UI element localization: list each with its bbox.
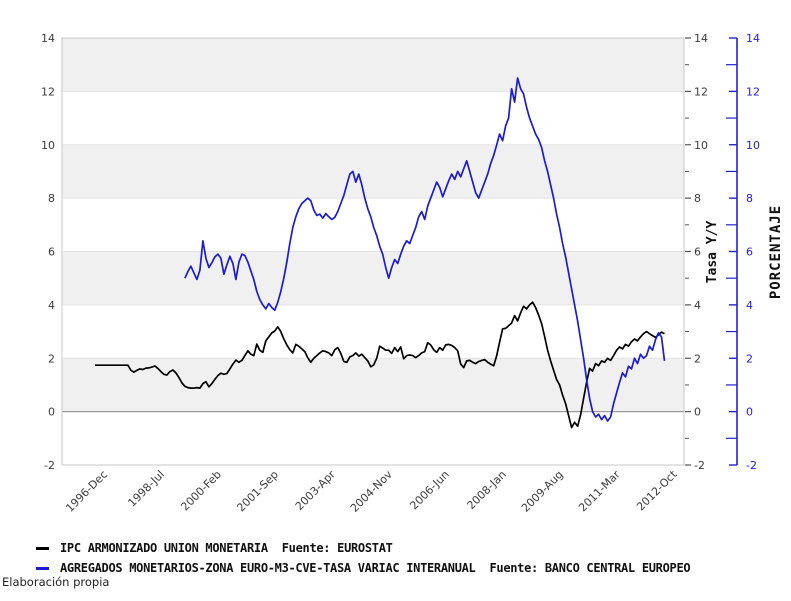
x-axis-tick-label: 2000-Feb <box>178 468 224 514</box>
legend-item-ipc: IPC ARMONIZADO UNION MONETARIA Fuente: EU… <box>36 538 776 558</box>
x-axis-tick-label: 2004-Nov <box>348 468 395 515</box>
x-axis-tick-label: 2006-Jun <box>407 468 451 512</box>
y-axis-right-tick-label: 14 <box>694 32 708 45</box>
y-axis-left-tick-label: 10 <box>41 139 55 152</box>
x-axis-tick-label: 2011-Mar <box>576 468 623 515</box>
y-axis-left-tick-label: 4 <box>48 299 55 312</box>
shaded-band <box>62 38 684 92</box>
legend-swatch-black <box>36 546 49 550</box>
blue-axis-tick-label: 8 <box>746 192 753 205</box>
x-axis-tick-label: 2012-Oct <box>634 467 680 513</box>
x-axis-tick-label: 1998-Jul <box>125 468 167 510</box>
y-axis-right-tick-label: 8 <box>694 192 701 205</box>
attribution-note: Elaboración propia <box>2 575 110 589</box>
x-axis-tick-label: 2009-Aug <box>519 468 566 515</box>
series-line-ipc-armonizado <box>95 301 665 429</box>
shaded-band <box>62 358 684 412</box>
legend-series-name: IPC ARMONIZADO UNION MONETARIA <box>60 541 268 555</box>
y-axis-right-tick-label: 0 <box>694 406 701 419</box>
blue-axis-tick-label: 14 <box>746 32 760 45</box>
blue-axis-tick-label: -2 <box>746 459 757 472</box>
y-axis-right-tick-label: -2 <box>694 459 705 472</box>
axes-layer <box>61 37 738 466</box>
y-axis-right-tick-label: 6 <box>694 246 701 259</box>
y-axis-left-tick-label: 14 <box>41 32 55 45</box>
legend-swatch-blue <box>36 566 49 570</box>
legend-series-name: AGREGADOS MONETARIOS-ZONA EURO-M3-CVE-TA… <box>60 561 476 575</box>
band-layer <box>62 38 684 412</box>
series-layer <box>95 77 666 429</box>
shaded-band <box>62 251 684 305</box>
blue-axis-tick-label: 2 <box>746 352 753 365</box>
y-axis-left-tick-label: 6 <box>48 246 55 259</box>
blue-axis-tick-label: 10 <box>746 139 760 152</box>
x-axis-tick-label: 1996-Dec <box>63 468 110 515</box>
blue-axis-tick-label: 6 <box>746 246 753 259</box>
plot-border <box>61 37 685 466</box>
x-axis-tick-label: 2001-Sep <box>234 468 280 514</box>
blue-axis-tick-label: 12 <box>746 85 760 98</box>
y-axis-right-tick-label: 12 <box>694 85 708 98</box>
y-axis-left-tick-label: 2 <box>48 352 55 365</box>
blue-axis-tick-label: 4 <box>746 299 753 312</box>
blue-axis-tick-label: 0 <box>746 406 753 419</box>
legend-label-ipc: IPC ARMONIZADO UNION MONETARIA Fuente: EU… <box>60 541 393 555</box>
y-axis-right-tick-label: 2 <box>694 352 701 365</box>
y-axis-right-tick-label: 10 <box>694 139 708 152</box>
series-line-m3-zona-euro <box>184 77 666 422</box>
right-axis-title: Tasa Y/Y <box>705 221 720 284</box>
y-axis-left-tick-label: -2 <box>44 459 55 472</box>
y-axis-left-tick-label: 0 <box>48 406 55 419</box>
legend-source: Fuente: BANCO CENTRAL EUROPEO <box>489 561 691 575</box>
y-axis-left-tick-label: 12 <box>41 85 55 98</box>
legend-item-m3: AGREGADOS MONETARIOS-ZONA EURO-M3-CVE-TA… <box>36 558 776 578</box>
x-axis-tick-label: 2008-Jan <box>465 468 509 512</box>
legend-source: Fuente: EUROSTAT <box>281 541 393 555</box>
legend: IPC ARMONIZADO UNION MONETARIA Fuente: EU… <box>36 538 776 578</box>
porcentaje-axis-title: PORCENTAJE <box>768 205 784 299</box>
x-axis-tick-label: 2003-Apr <box>293 468 338 513</box>
shaded-band <box>62 144 684 199</box>
y-axis-left-tick-label: 8 <box>48 192 55 205</box>
y-axis-right-tick-label: 4 <box>694 299 701 312</box>
legend-label-m3: AGREGADOS MONETARIOS-ZONA EURO-M3-CVE-TA… <box>60 561 691 575</box>
